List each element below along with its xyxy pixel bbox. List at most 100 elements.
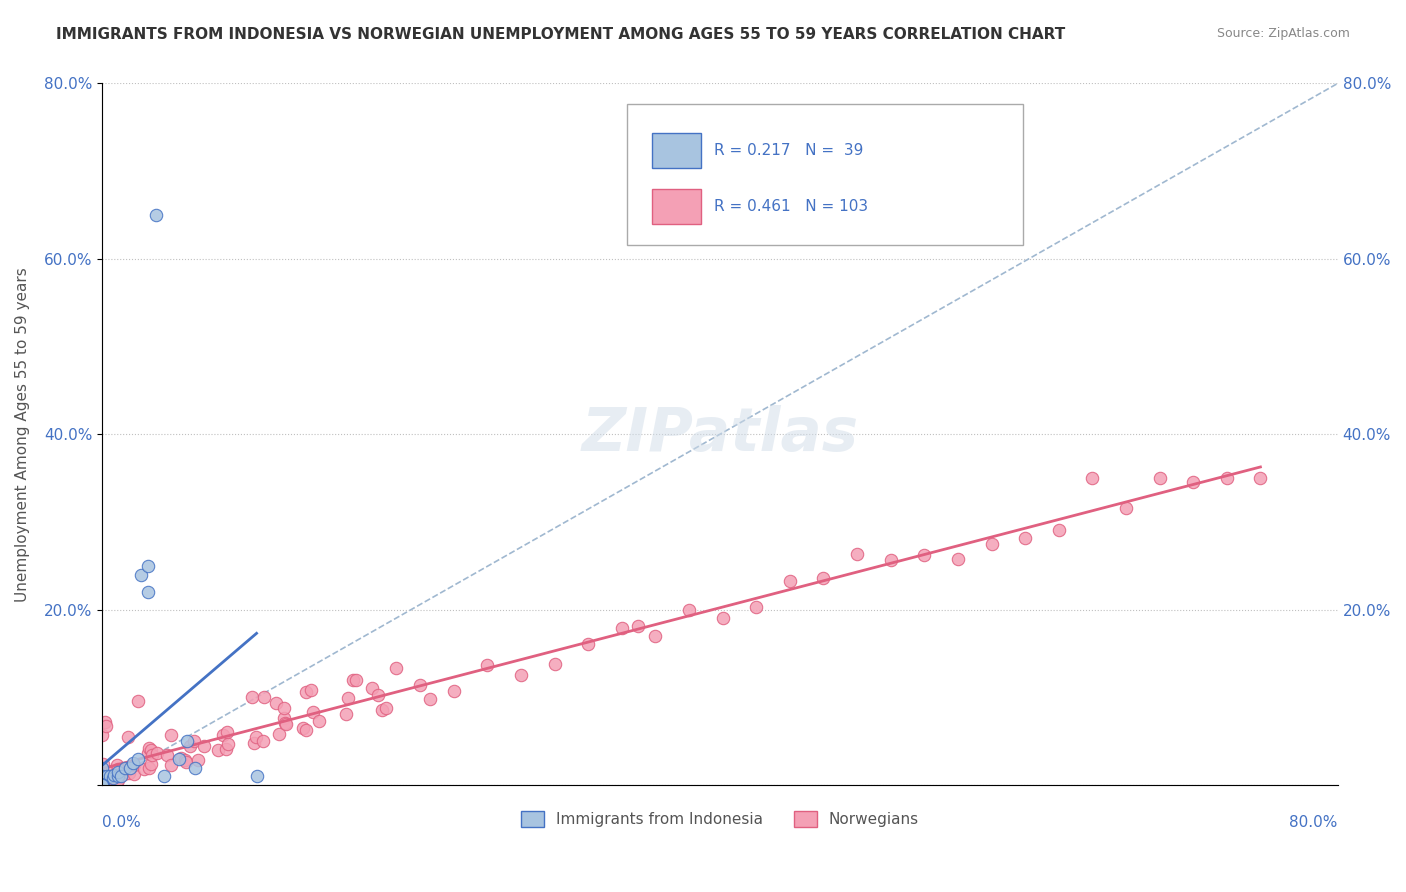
- Point: [153, 769, 176, 783]
- Point: [1149, 471, 1171, 485]
- Point: [103, 767, 125, 781]
- Point: [141, 757, 163, 772]
- Point: [292, 721, 315, 735]
- Point: [215, 742, 238, 756]
- Point: [98, 771, 121, 785]
- Point: [253, 690, 276, 705]
- Point: [375, 700, 398, 714]
- Bar: [652, 189, 702, 224]
- Point: [91, 771, 114, 785]
- Point: [301, 706, 323, 720]
- Point: [207, 743, 229, 757]
- Point: [678, 602, 700, 616]
- Point: [107, 772, 129, 787]
- Point: [91, 778, 114, 792]
- Point: [91, 778, 114, 792]
- Point: [264, 696, 287, 710]
- Point: [96, 769, 118, 783]
- Point: [91, 770, 114, 784]
- Point: [946, 552, 969, 566]
- Point: [344, 673, 367, 688]
- Text: Source: ZipAtlas.com: Source: ZipAtlas.com: [1216, 27, 1350, 40]
- Point: [173, 753, 195, 767]
- Point: [846, 547, 869, 561]
- Point: [1249, 471, 1271, 485]
- Point: [107, 769, 129, 783]
- Point: [336, 691, 359, 706]
- Point: [184, 760, 207, 774]
- Point: [745, 599, 768, 614]
- Point: [1014, 531, 1036, 545]
- Point: [91, 775, 114, 789]
- Point: [105, 757, 128, 772]
- Point: [242, 736, 264, 750]
- Point: [118, 766, 141, 780]
- Point: [94, 714, 117, 729]
- Point: [294, 723, 316, 737]
- Point: [245, 731, 267, 745]
- Point: [267, 726, 290, 740]
- Point: [980, 537, 1002, 551]
- Point: [94, 719, 117, 733]
- Point: [879, 553, 901, 567]
- Point: [100, 764, 122, 778]
- Point: [187, 753, 209, 767]
- Point: [107, 764, 129, 779]
- Point: [308, 714, 330, 728]
- Point: [91, 773, 114, 788]
- Point: [419, 692, 441, 706]
- Point: [138, 558, 160, 573]
- Point: [543, 657, 565, 671]
- Text: R = 0.461   N = 103: R = 0.461 N = 103: [714, 199, 868, 214]
- Point: [385, 661, 408, 675]
- Point: [105, 768, 128, 782]
- Point: [170, 750, 193, 764]
- Point: [101, 769, 124, 783]
- Point: [610, 621, 633, 635]
- Point: [118, 760, 141, 774]
- Text: ZIPatlas: ZIPatlas: [581, 405, 859, 464]
- FancyBboxPatch shape: [627, 104, 1022, 244]
- Point: [91, 771, 114, 785]
- Point: [91, 778, 114, 792]
- Point: [912, 548, 935, 562]
- Point: [193, 739, 215, 753]
- Point: [240, 690, 263, 705]
- Point: [274, 716, 297, 731]
- Point: [138, 740, 160, 755]
- Point: [107, 762, 129, 776]
- Point: [101, 771, 124, 785]
- Point: [112, 766, 135, 780]
- Point: [122, 756, 145, 771]
- Point: [245, 769, 267, 783]
- Point: [273, 700, 295, 714]
- Point: [160, 728, 183, 742]
- Point: [169, 752, 191, 766]
- Point: [176, 734, 198, 748]
- Point: [1047, 523, 1070, 537]
- Point: [91, 778, 114, 792]
- Point: [127, 752, 149, 766]
- Point: [91, 769, 114, 783]
- Point: [160, 758, 183, 772]
- Point: [211, 728, 233, 742]
- Point: [1081, 471, 1104, 485]
- Point: [91, 778, 114, 792]
- Point: [274, 716, 297, 731]
- Point: [367, 688, 389, 702]
- Point: [1115, 501, 1137, 516]
- Point: [91, 760, 114, 774]
- Y-axis label: Unemployment Among Ages 55 to 59 years: Unemployment Among Ages 55 to 59 years: [15, 267, 30, 601]
- Point: [105, 773, 128, 788]
- Point: [145, 208, 167, 222]
- Point: [1216, 471, 1239, 485]
- Legend: Immigrants from Indonesia, Norwegians: Immigrants from Indonesia, Norwegians: [515, 805, 925, 834]
- Point: [136, 747, 159, 761]
- Point: [813, 571, 835, 585]
- Point: [134, 762, 156, 776]
- Point: [217, 724, 239, 739]
- Point: [98, 769, 121, 783]
- Point: [91, 778, 114, 792]
- Point: [477, 658, 499, 673]
- Point: [117, 730, 139, 744]
